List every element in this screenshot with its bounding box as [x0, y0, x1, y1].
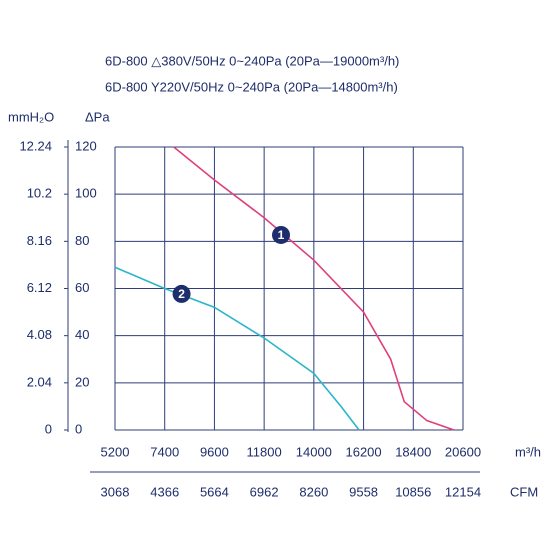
y-tick-label: 80 — [75, 233, 89, 248]
x2-tick-label: 3068 — [101, 484, 130, 499]
x2-tick-label: 6962 — [250, 484, 279, 499]
y2-tick-label: 4.08 — [27, 327, 52, 342]
y2-tick-label: 2.04 — [27, 374, 52, 389]
series-name: 2 — [178, 287, 185, 301]
y-tick-label: 60 — [75, 280, 89, 295]
x2-tick-label: 9558 — [349, 484, 378, 499]
y2-tick-label: 12.24 — [19, 138, 52, 153]
x2-tick-label: 8260 — [299, 484, 328, 499]
x-tick-label: 9600 — [200, 444, 229, 459]
x2-tick-label: 12154 — [445, 484, 481, 499]
y2-tick-label: 0 — [45, 421, 52, 436]
y-tick-label: 20 — [75, 374, 89, 389]
header-line: 6D-800 Y220V/50Hz 0~240Pa (20Pa—14800m³/… — [105, 79, 398, 94]
y-tick-label: 40 — [75, 327, 89, 342]
series-marker — [272, 225, 290, 244]
y2-axis-label: mmH₂O — [8, 109, 54, 124]
x2-tick-label: 4366 — [150, 484, 179, 499]
y2-tick-label: 6.12 — [27, 280, 52, 295]
x2-axis-label: CFM — [510, 484, 538, 499]
x-tick-label: 14000 — [296, 444, 332, 459]
series-name: 1 — [278, 228, 285, 242]
x-tick-label: 11800 — [247, 444, 282, 459]
y2-tick-label: 8.16 — [27, 233, 52, 248]
x-tick-label: 7400 — [150, 444, 179, 459]
y-tick-label: 120 — [75, 138, 97, 153]
y2-tick-label: 10.2 — [27, 186, 52, 201]
y-tick-label: 0 — [75, 421, 82, 436]
x-tick-label: 18400 — [395, 444, 431, 459]
header-line: 6D-800 △380V/50Hz 0~240Pa (20Pa—19000m³/… — [105, 53, 399, 68]
series-line — [173, 146, 455, 431]
x-axis-label: m³/h — [515, 444, 541, 459]
series-marker — [172, 284, 191, 303]
x-tick-label: 16200 — [345, 444, 381, 459]
x2-tick-label: 10856 — [395, 484, 431, 499]
y-tick-label: 100 — [75, 186, 97, 201]
x-tick-label: 20600 — [445, 444, 481, 459]
x2-tick-label: 5664 — [200, 484, 229, 499]
x-tick-label: 5200 — [101, 444, 130, 459]
y-axis-label: ΔPa — [85, 109, 110, 124]
series-line — [114, 266, 360, 431]
